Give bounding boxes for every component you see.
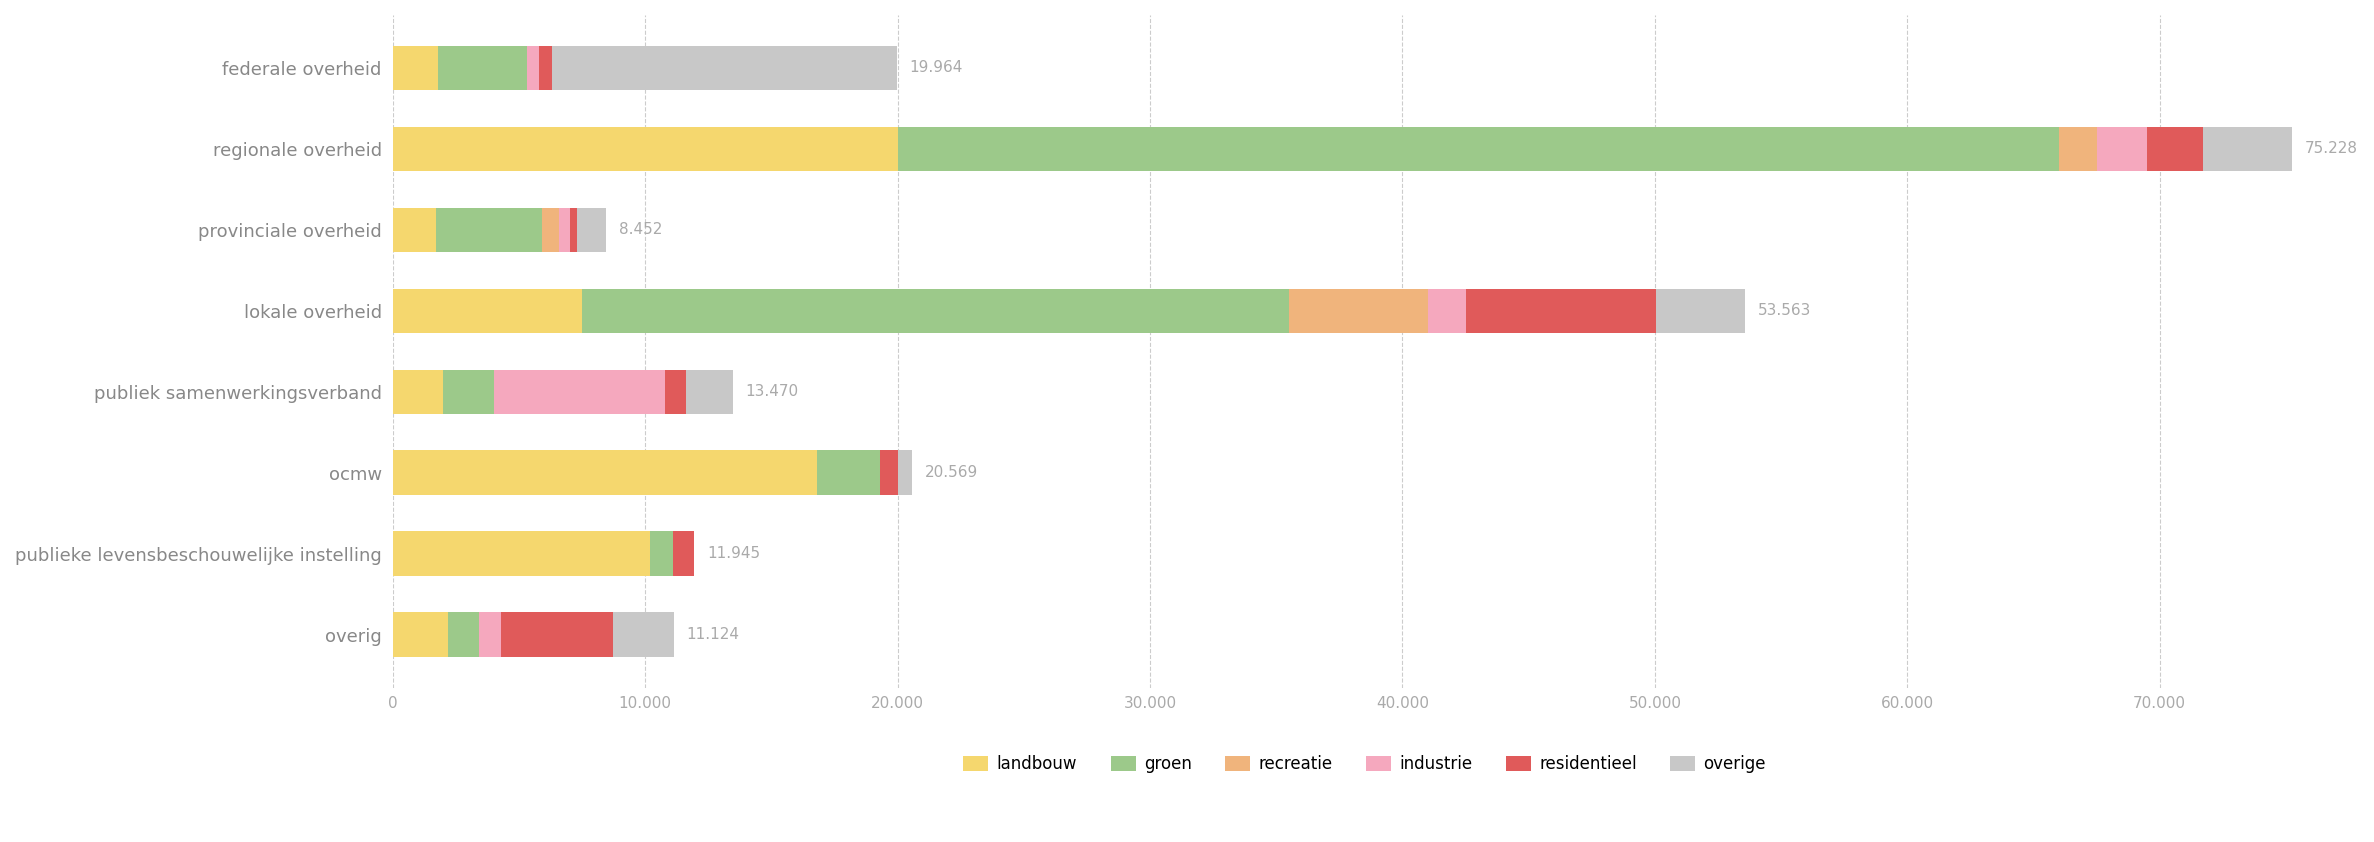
Bar	[897, 126, 2058, 171]
Text: 20.569: 20.569	[923, 466, 978, 480]
Bar	[551, 45, 897, 90]
Bar	[539, 45, 551, 90]
Bar	[392, 450, 817, 495]
Bar	[392, 207, 437, 252]
Text: 13.470: 13.470	[745, 384, 798, 399]
Text: 53.563: 53.563	[1757, 303, 1811, 318]
Bar	[444, 370, 494, 414]
Bar	[494, 370, 665, 414]
Bar	[1465, 289, 1657, 333]
Text: 8.452: 8.452	[620, 222, 662, 237]
Bar	[541, 207, 560, 252]
Bar	[392, 370, 444, 414]
Bar	[1657, 289, 1745, 333]
Bar	[612, 612, 674, 657]
Bar	[582, 289, 1289, 333]
Bar	[392, 531, 650, 576]
Text: 11.124: 11.124	[686, 627, 738, 642]
Text: 11.945: 11.945	[707, 546, 760, 562]
Bar	[392, 45, 439, 90]
Bar	[527, 45, 539, 90]
Legend: landbouw, groen, recreatie, industrie, residentieel, overige: landbouw, groen, recreatie, industrie, r…	[957, 749, 1773, 781]
Bar	[2146, 126, 2203, 171]
Bar	[439, 45, 527, 90]
Bar	[817, 450, 881, 495]
Bar	[881, 450, 897, 495]
Bar	[650, 531, 674, 576]
Text: 75.228: 75.228	[2305, 141, 2357, 157]
Bar	[392, 612, 449, 657]
Bar	[449, 612, 480, 657]
Bar	[1427, 289, 1465, 333]
Bar	[674, 531, 693, 576]
Bar	[2058, 126, 2096, 171]
Bar	[2203, 126, 2291, 171]
Bar	[665, 370, 686, 414]
Bar	[560, 207, 570, 252]
Bar	[437, 207, 541, 252]
Bar	[392, 289, 582, 333]
Bar	[2096, 126, 2146, 171]
Bar	[577, 207, 605, 252]
Bar	[686, 370, 734, 414]
Bar	[501, 612, 612, 657]
Bar	[897, 450, 912, 495]
Bar	[570, 207, 577, 252]
Bar	[1289, 289, 1427, 333]
Text: 19.964: 19.964	[909, 61, 964, 75]
Bar	[392, 126, 897, 171]
Bar	[480, 612, 501, 657]
